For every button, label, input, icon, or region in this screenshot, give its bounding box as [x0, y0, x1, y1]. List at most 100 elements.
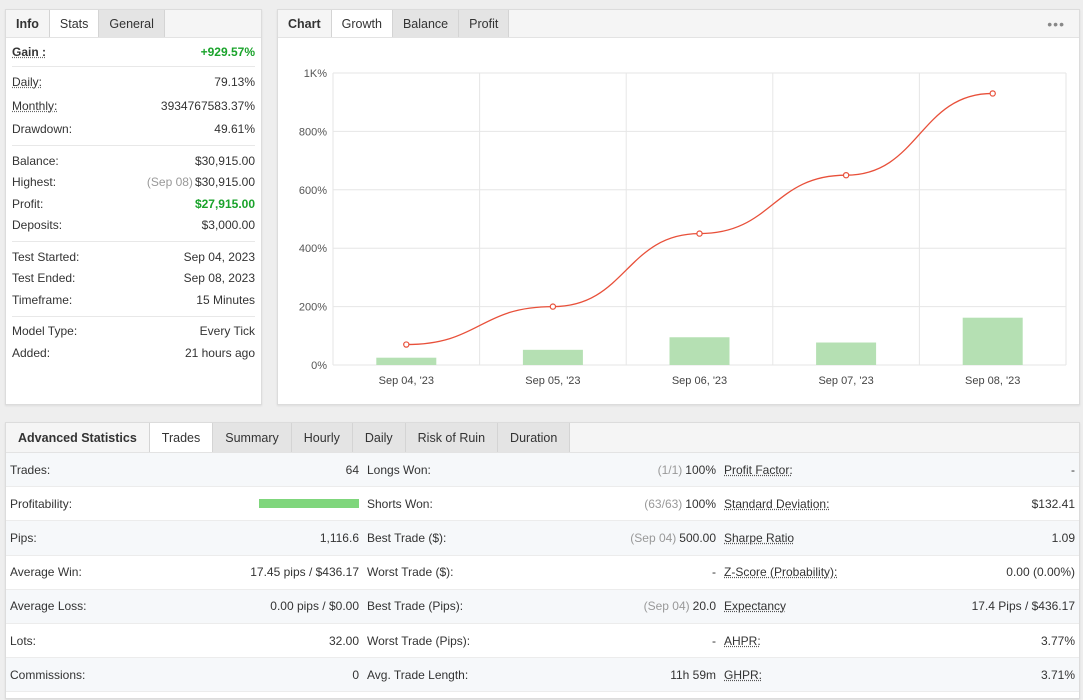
- expectancy-label[interactable]: Expectancy: [724, 599, 787, 614]
- tab-hourly[interactable]: Hourly: [291, 423, 353, 452]
- line-point[interactable]: [549, 303, 557, 310]
- profit-label: Profit:: [12, 196, 44, 211]
- gain-label: Gain :: [12, 45, 47, 59]
- advanced-tabs: Advanced Statistics Trades Summary Hourl…: [6, 423, 1079, 453]
- stat-row: Average Win: 17.45 pips / $436.17: [6, 556, 363, 590]
- stat-row: Avg. Trade Length: 11h 59m: [363, 658, 720, 693]
- stat-label: Worst Trade ($):: [367, 565, 454, 580]
- timeframe-value: 15 Minutes: [196, 292, 255, 307]
- stat-row: Profit Factor: -: [720, 453, 1079, 488]
- stat-note: (63/63): [644, 496, 683, 511]
- growth-chart: 0% 200% 400% 600% 800% 1K% Sep 04, '23 Sep 05, …: [299, 68, 1067, 387]
- balance-value: $30,915.00: [194, 153, 255, 168]
- y-tick-label: 800%: [299, 126, 327, 138]
- model-type-row: Model Type: Every Tick: [12, 321, 255, 343]
- tab-general[interactable]: General: [99, 10, 165, 37]
- stat-label: Average Loss:: [10, 599, 87, 614]
- stat-value: 17.4 Pips / $436.17: [971, 599, 1075, 614]
- sharpe-ratio-label[interactable]: Sharpe Ratio: [724, 530, 795, 545]
- stat-value: 100%: [685, 462, 716, 477]
- stat-label: Lots:: [10, 633, 37, 648]
- stat-label: Shorts Won:: [367, 496, 433, 511]
- more-dots-icon[interactable]: •••: [1047, 16, 1065, 32]
- stats-column-1: Trades: 64 Profitability: Pips: 1,116.6 Av…: [6, 453, 363, 693]
- stat-row: Pips: 1,116.6: [6, 521, 363, 556]
- stat-value: 0: [352, 667, 359, 682]
- x-tick-label: Sep 04, '23: [379, 375, 434, 387]
- standard-deviation-label[interactable]: Standard Deviation:: [724, 496, 830, 511]
- chart-tabs: Chart Growth Balance Profit: [278, 10, 1079, 38]
- stat-value: 17.45 pips / $436.17: [250, 565, 359, 580]
- line-point[interactable]: [989, 90, 996, 97]
- test-started-label: Test Started:: [12, 249, 80, 264]
- monthly-value: 3934767583.37%: [160, 98, 255, 113]
- test-started-row: Test Started: Sep 04, 2023: [12, 246, 255, 268]
- stat-value: 100%: [685, 496, 716, 511]
- tab-duration[interactable]: Duration: [498, 423, 571, 452]
- y-tick-label: 400%: [299, 243, 327, 255]
- tab-summary[interactable]: Summary: [213, 423, 292, 452]
- stat-note: (Sep 04): [643, 599, 690, 614]
- bar-mark[interactable]: [669, 337, 730, 365]
- stat-label: Commissions:: [10, 667, 86, 682]
- profit-factor-label[interactable]: Profit Factor:: [724, 462, 793, 477]
- advanced-statistics-panel: Advanced Statistics Trades Summary Hourl…: [5, 422, 1080, 699]
- stat-row: Standard Deviation: $132.41: [720, 487, 1079, 522]
- line-point[interactable]: [842, 171, 850, 179]
- tab-growth[interactable]: Growth: [331, 10, 393, 37]
- stat-row: Z-Score (Probability): 0.00 (0.00%): [720, 556, 1079, 590]
- stat-value: -: [1071, 462, 1075, 477]
- z-score-label[interactable]: Z-Score (Probability):: [724, 565, 838, 580]
- tab-info[interactable]: Info: [6, 10, 50, 37]
- tab-balance[interactable]: Balance: [392, 10, 460, 37]
- stat-label: Longs Won:: [367, 462, 431, 477]
- line-point[interactable]: [696, 230, 703, 237]
- x-tick-label: Sep 07, '23: [818, 375, 873, 387]
- stat-label: Best Trade (Pips):: [367, 599, 464, 614]
- ahpr-label[interactable]: AHPR:: [724, 633, 761, 648]
- timeframe-row: Timeframe: 15 Minutes: [12, 289, 255, 311]
- test-started-value: Sep 04, 2023: [183, 249, 255, 264]
- stat-row: Trades: 64: [6, 453, 363, 488]
- bar-mark[interactable]: [376, 357, 437, 365]
- added-value: 21 hours ago: [184, 345, 255, 360]
- bar-mark[interactable]: [522, 349, 583, 365]
- tab-chart[interactable]: Chart: [278, 10, 332, 37]
- tab-profit[interactable]: Profit: [459, 10, 510, 37]
- stat-row: Sharpe Ratio 1.09: [720, 521, 1079, 556]
- stat-row: Profitability:: [6, 487, 363, 522]
- bar-mark[interactable]: [816, 342, 877, 365]
- model-type-value: Every Tick: [199, 324, 255, 339]
- stat-row: AHPR: 3.77%: [720, 624, 1079, 659]
- stat-value: 11h 59m: [670, 667, 716, 682]
- daily-label: Daily:: [12, 74, 43, 89]
- x-tick-label: Sep 06, '23: [672, 375, 727, 387]
- stat-value: 32.00: [328, 633, 359, 648]
- stat-label: Trades:: [10, 462, 51, 477]
- stat-label: Worst Trade (Pips):: [367, 633, 471, 648]
- profit-row: Profit: $27,915.00: [12, 193, 255, 215]
- stat-row: Worst Trade ($): -: [363, 556, 720, 590]
- added-label: Added:: [12, 345, 51, 360]
- deposits-label: Deposits:: [12, 218, 63, 233]
- tab-daily[interactable]: Daily: [352, 423, 406, 452]
- tab-advanced-statistics[interactable]: Advanced Statistics: [6, 423, 150, 452]
- line-point[interactable]: [403, 341, 410, 348]
- ghpr-label[interactable]: GHPR:: [724, 667, 763, 682]
- y-tick-label: 1K%: [304, 68, 327, 80]
- stat-value: 1,116.6: [319, 530, 359, 545]
- tab-risk-of-ruin[interactable]: Risk of Ruin: [405, 423, 499, 452]
- deposits-value: $3,000.00: [201, 218, 255, 233]
- stat-row: Lots: 32.00: [6, 624, 363, 659]
- tab-stats[interactable]: Stats: [49, 10, 100, 37]
- stat-label: Average Win:: [10, 565, 82, 580]
- stat-value: 500.00: [679, 530, 716, 545]
- stat-value: -: [712, 633, 716, 648]
- stat-note: (Sep 04): [630, 530, 677, 545]
- stat-value: 0.00 (0.00%): [1006, 565, 1075, 580]
- stat-value: 64: [345, 462, 359, 477]
- daily-row: Daily: 79.13%: [12, 71, 255, 93]
- advanced-grid: Trades: 64 Profitability: Pips: 1,116.6 Av…: [6, 453, 1079, 693]
- tab-trades[interactable]: Trades: [149, 423, 214, 452]
- bar-mark[interactable]: [962, 317, 1023, 365]
